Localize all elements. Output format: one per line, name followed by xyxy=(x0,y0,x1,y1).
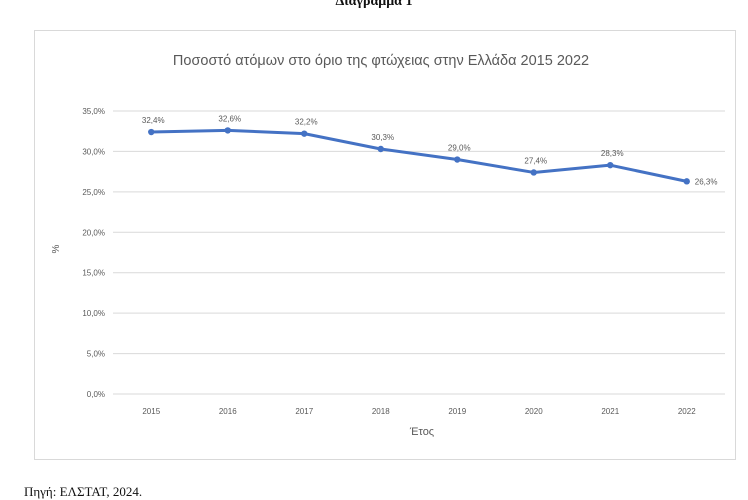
x-tick-label: 2017 xyxy=(295,407,313,416)
data-label: 29,0% xyxy=(448,144,471,153)
y-tick-label: 0,0% xyxy=(87,390,105,399)
x-axis-ticks: 2015 2016 2017 2018 2019 2020 2021 2022 xyxy=(142,407,696,416)
data-point xyxy=(454,156,461,163)
data-label: 27,4% xyxy=(524,156,547,165)
y-tick-label: 10,0% xyxy=(82,309,105,318)
y-tick-label: 35,0% xyxy=(82,107,105,116)
data-point xyxy=(377,145,384,153)
data-label: 30,3% xyxy=(371,133,394,142)
data-point xyxy=(224,127,231,134)
y-tick-label: 15,0% xyxy=(82,269,105,278)
document-heading: Διάγραμμα 1 xyxy=(335,0,413,9)
x-tick-label: 2019 xyxy=(448,407,466,416)
source-note: Πηγή: ΕΛΣΤΑΤ, 2024. xyxy=(24,484,143,499)
data-point xyxy=(607,161,614,169)
y-axis-ticks: 0,0% 5,0% 10,0% 15,0% 20,0% 25,0% 30,0% 35,0% xyxy=(82,107,105,399)
data-label: 32,2% xyxy=(295,118,318,127)
gridlines xyxy=(113,110,725,395)
x-tick-label: 2016 xyxy=(219,407,237,416)
data-point xyxy=(683,178,690,185)
data-label: 32,6% xyxy=(218,114,241,123)
x-tick-label: 2020 xyxy=(525,407,543,416)
data-label: 32,4% xyxy=(142,116,165,125)
data-point xyxy=(530,169,537,176)
chart-container: Ποσοστό ατόμων στο όριο της φτώχειας στη… xyxy=(34,30,736,460)
y-tick-label: 25,0% xyxy=(82,188,105,197)
x-tick-label: 2015 xyxy=(142,407,160,416)
data-label: 26,3% xyxy=(695,177,718,186)
data-label: 28,3% xyxy=(601,149,624,158)
y-tick-label: 30,0% xyxy=(82,147,105,156)
x-tick-label: 2021 xyxy=(601,407,619,416)
y-axis-title: % xyxy=(51,244,62,253)
data-point xyxy=(301,130,308,137)
x-axis-title: Έτος xyxy=(409,426,434,438)
x-tick-label: 2022 xyxy=(678,407,696,416)
data-point xyxy=(148,128,155,136)
x-tick-label: 2018 xyxy=(372,407,390,416)
y-tick-label: 5,0% xyxy=(87,350,105,359)
chart-title: Ποσοστό ατόμων στο όριο της φτώχειας στη… xyxy=(173,53,589,69)
y-tick-label: 20,0% xyxy=(82,228,105,237)
data-labels: 32,4% 32,6% 32,2% 30,3% 29,0% 27,4% 28,3% 26,3% xyxy=(142,114,718,186)
line-chart: Ποσοστό ατόμων στο όριο της φτώχειας στη… xyxy=(51,53,725,438)
series-layer xyxy=(148,127,690,185)
series-line xyxy=(151,128,688,183)
